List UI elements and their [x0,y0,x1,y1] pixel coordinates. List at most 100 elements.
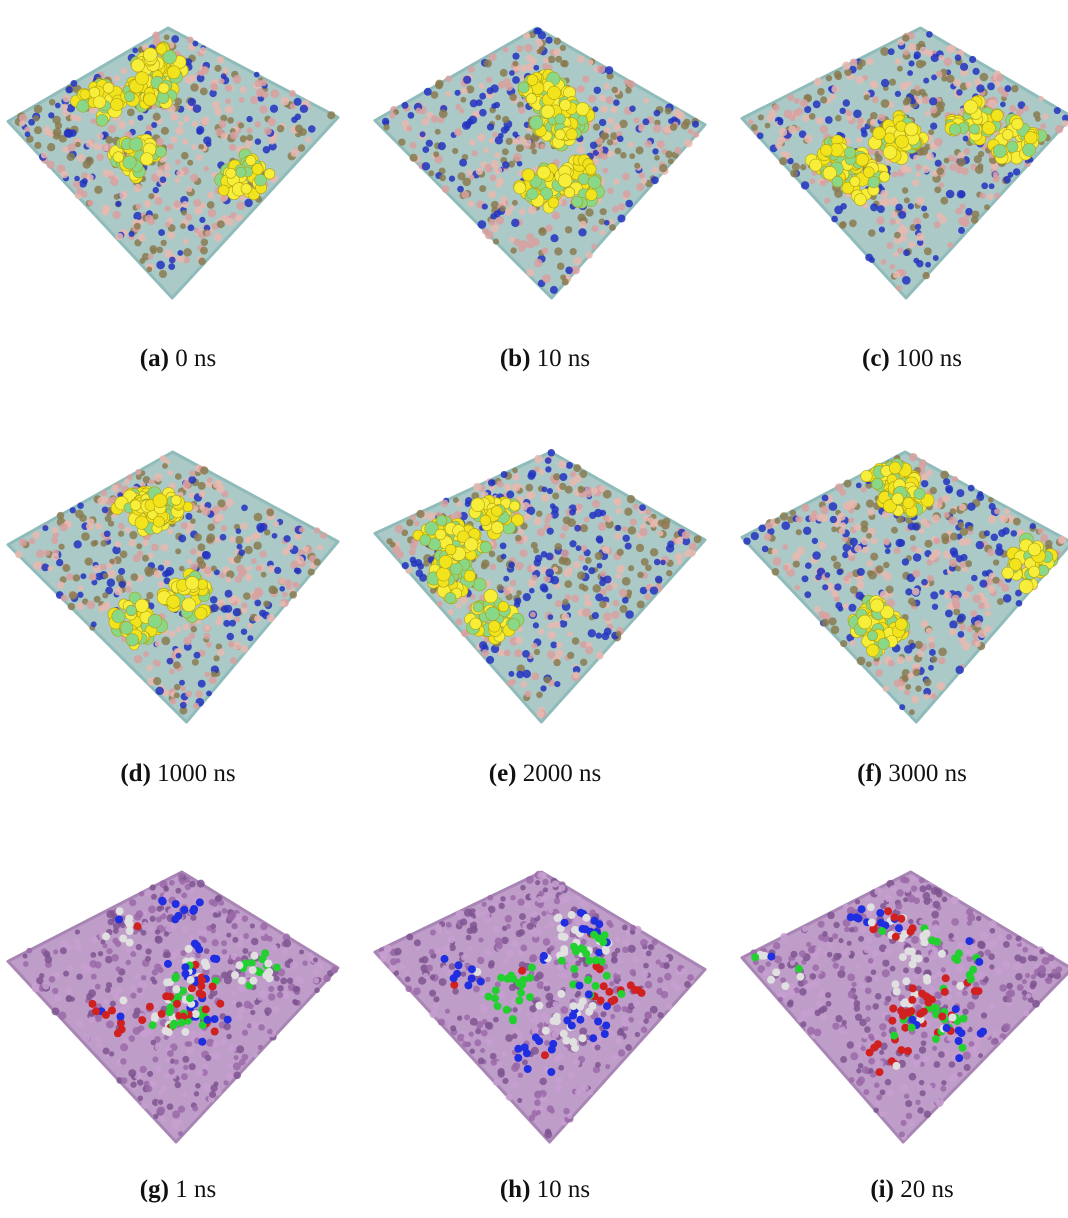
atom [189,470,195,476]
atom [127,109,135,117]
atom [402,562,409,569]
atom [194,652,201,659]
cluster-atom [473,602,483,612]
atom [888,48,895,55]
atom [220,196,226,202]
atom [75,142,81,148]
cluster-atom [135,599,148,612]
atom [588,95,596,103]
atom [838,606,844,612]
atom [463,76,471,84]
atom [977,491,983,497]
atom [748,119,754,125]
caption: (e) 2000 ns [489,760,601,787]
atom [70,507,76,513]
atom [229,620,236,627]
atom [263,601,270,608]
cluster-atom [856,153,869,166]
atom [134,1007,141,1014]
atom [316,962,323,969]
atom [244,1001,252,1009]
atom [320,532,327,539]
atom [628,526,637,535]
cluster-atom [435,529,446,540]
atom [616,565,625,574]
atom [41,152,47,158]
atom [125,527,131,533]
atom [515,535,521,541]
atom [204,948,210,954]
atom [670,123,678,131]
atom [987,194,994,201]
atom [219,78,225,84]
atom [607,150,614,157]
atom [130,1082,136,1088]
atom [154,570,162,578]
cluster-atom [820,144,832,156]
atom [910,535,916,541]
atom [566,567,573,574]
atom [790,510,796,516]
atom [594,509,603,518]
atom [830,516,837,523]
atom [165,222,171,228]
atom [536,691,543,698]
cluster-atom [209,983,217,991]
atom [149,479,155,485]
caption-label: (f) [857,760,882,787]
cluster-atom [182,598,196,612]
atom [556,642,562,648]
atom [633,117,639,123]
atom [1000,102,1006,108]
atom [111,485,118,492]
atom [289,591,297,599]
atom [467,200,474,207]
atom [220,1039,227,1046]
atom [915,641,923,649]
atom [118,121,126,129]
cluster-atom [527,188,538,199]
cluster-atom [867,630,877,640]
atom [189,881,196,888]
atom [820,506,829,515]
atom [591,244,597,250]
atom [959,504,966,511]
atom [633,503,639,509]
atom [897,66,903,72]
cluster-atom [588,176,601,189]
atom [598,522,607,531]
atom [1016,600,1023,607]
cluster-atom [186,576,199,589]
atom [949,620,957,628]
atom [916,548,922,554]
atom [107,563,113,569]
atom [939,589,945,595]
atom [62,564,70,572]
cluster-atom [949,124,961,136]
cluster-atom [914,488,925,499]
atom [922,165,930,173]
atom [190,915,196,921]
atom [206,690,212,696]
atom [247,623,253,629]
atom [267,936,273,942]
cluster-atom [970,124,980,134]
atom [53,128,62,137]
atom [958,522,964,528]
cluster-atom [529,116,543,130]
atom [896,285,902,291]
atom [773,557,782,566]
atom [251,938,259,946]
cluster-atom [577,115,587,125]
atom [174,1082,181,1089]
atom [866,533,872,539]
atom [814,78,823,87]
atom [279,586,285,592]
atom [855,76,863,84]
cluster-atom [211,1028,219,1036]
atom [242,1054,249,1061]
atom [971,575,978,582]
cluster-atom [201,959,209,967]
atom [171,1074,176,1079]
atom [488,191,496,199]
